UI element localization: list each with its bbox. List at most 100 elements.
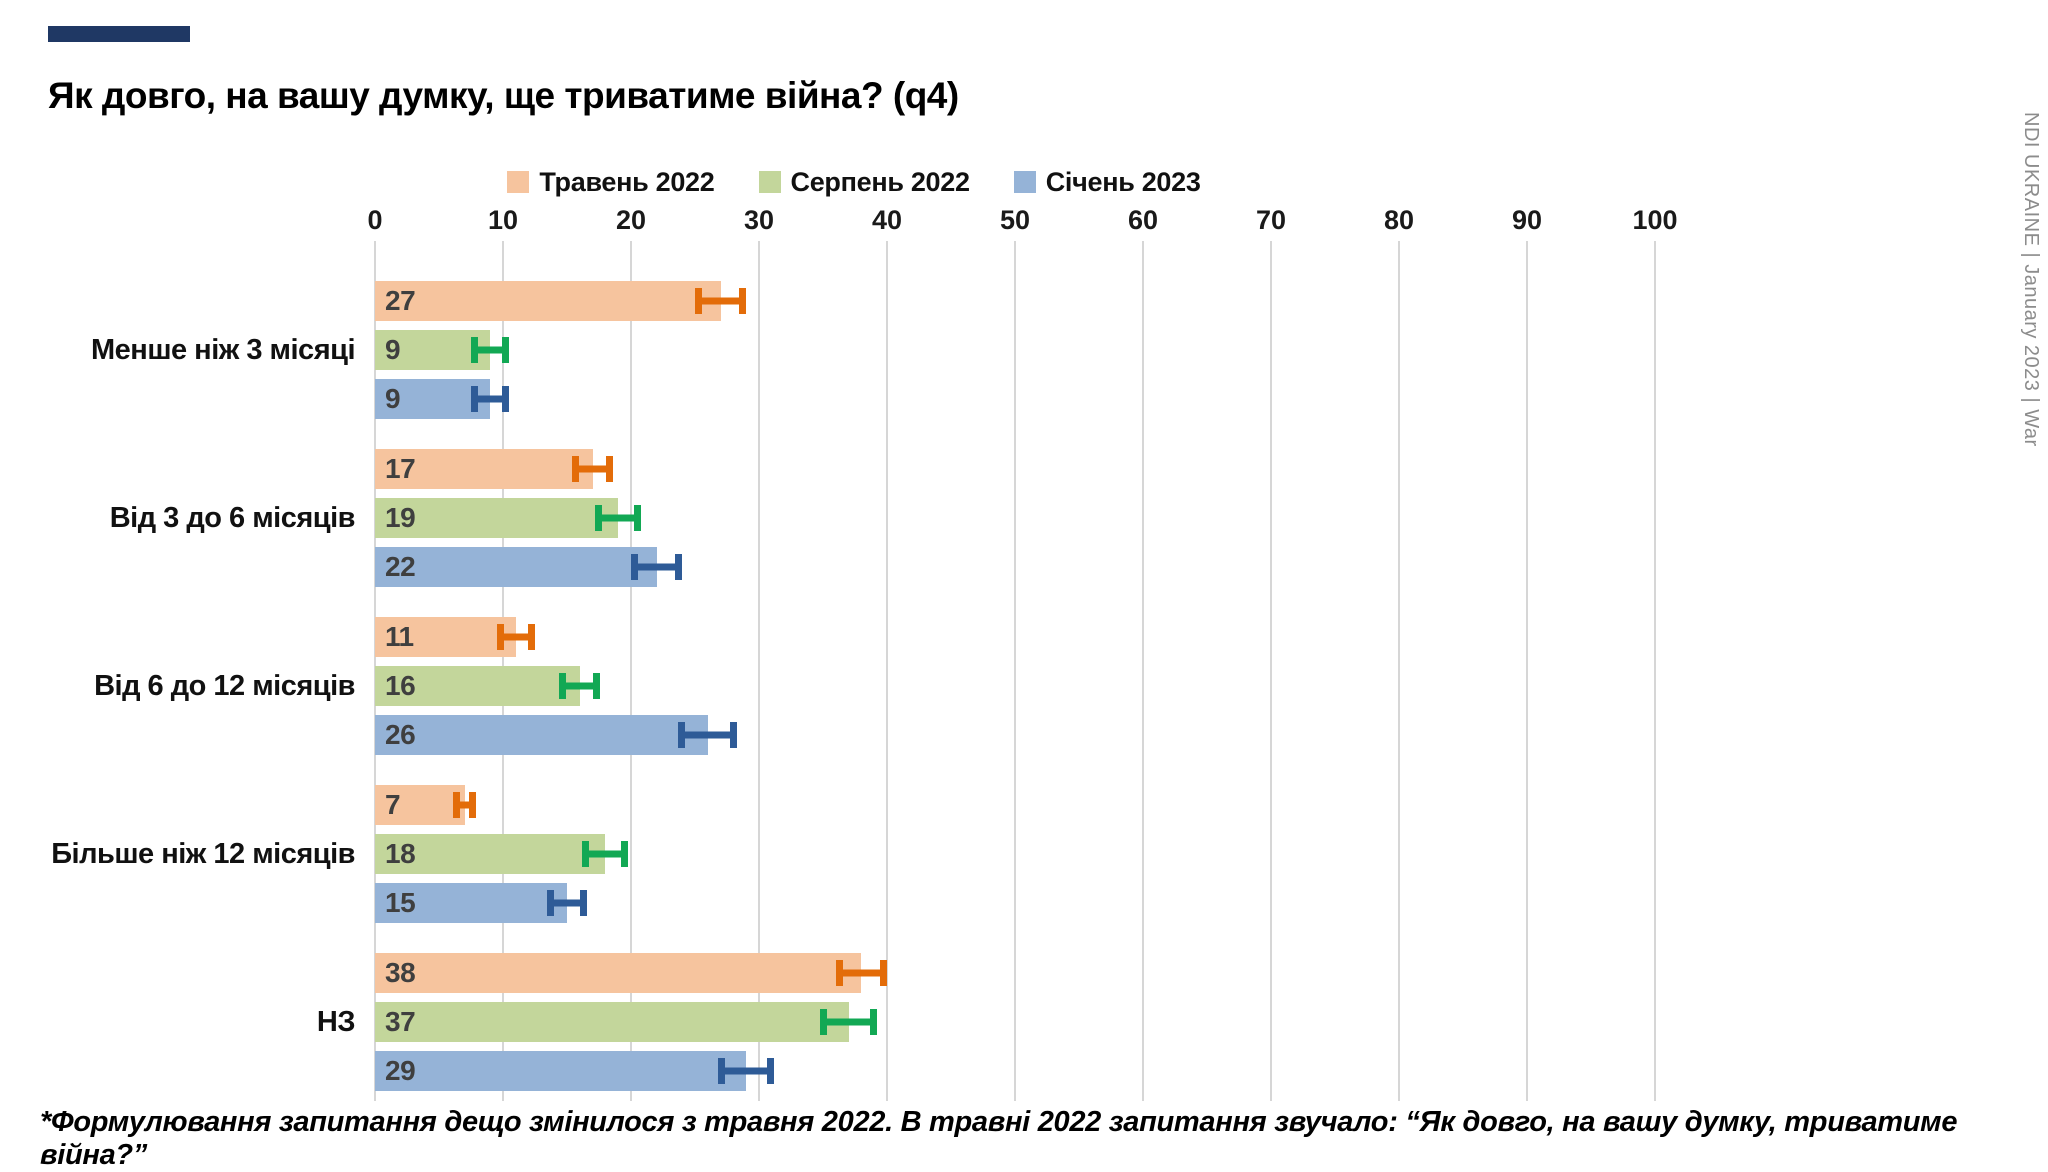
error-bar [471,337,510,363]
tick-label: 70 [1255,205,1287,235]
error-bar-line [718,1067,775,1075]
error-bar-cap [502,337,510,363]
error-bar-cap [546,890,554,916]
value-label: 7 [385,789,401,820]
error-bar-line [835,969,887,977]
error-bar-line [546,899,588,907]
bar-row: 37 [375,1002,1655,1042]
value-label: 26 [385,719,416,750]
bar-row: 29 [375,1051,1655,1091]
bar: 15 [375,883,567,923]
gridline [1526,241,1528,1101]
bar-row: 22 [375,547,1655,587]
tick-label: 90 [1511,205,1543,235]
error-bar-line [559,682,601,690]
bar-rows: 38 37 29 [375,953,1655,1091]
bar-group: Від 3 до 6 місяців 17 19 22 [48,449,1660,587]
footnote: *Формулювання запитання дещо змінилося з… [40,1106,1958,1171]
error-bar-cap [767,1058,775,1084]
category-label: Від 3 до 6 місяців [109,501,356,534]
bar-group: Більше ніж 12 місяців 7 18 15 [48,785,1660,923]
legend-label: Січень 2023 [1045,166,1201,197]
error-bar-cap [739,288,747,314]
bar: 18 [375,834,606,874]
error-bar [595,505,642,531]
error-bar-line [471,346,510,354]
legend-label: Травень 2022 [539,166,715,197]
bar: 29 [375,1051,747,1091]
error-bar-cap [820,1009,828,1035]
error-bar-cap [453,792,461,818]
bar-row: 18 [375,834,1655,874]
category-label: Від 6 до 12 місяців [94,669,355,702]
legend-swatch [1013,171,1036,193]
bar-group: Від 6 до 12 місяців 11 16 26 [48,617,1660,755]
value-label: 19 [385,502,416,533]
bar: 26 [375,715,708,755]
tick-label: 80 [1383,205,1415,235]
tick-label: 100 [1632,205,1678,235]
value-label: 17 [385,453,416,484]
plot-area: Менше ніж 3 місяці 27 9 9 Від 3 до 6 місяців… [48,241,1660,1101]
value-label: 37 [385,1006,416,1037]
bar: 22 [375,547,657,587]
error-bar [718,1058,775,1084]
error-bar-cap [606,456,614,482]
error-bar-cap [835,960,843,986]
error-bar-cap [718,1058,726,1084]
error-bar-cap [572,456,580,482]
bar: 11 [375,617,516,657]
error-bar [559,673,601,699]
error-bar-line [820,1018,877,1026]
error-bar-cap [559,673,567,699]
error-bar-cap [595,505,603,531]
error-bar-cap [496,624,504,650]
value-label: 9 [385,383,401,414]
legend-item: Серпень 2022 [758,167,970,198]
legend-swatch [507,171,530,193]
error-bar [820,1009,877,1035]
legend-swatch [758,171,781,193]
error-bar-line [471,395,510,403]
error-bar-cap [580,890,588,916]
bar: 7 [375,785,465,825]
error-bar-line [631,563,683,571]
bar-row: 15 [375,883,1655,923]
bar-row: 7 [375,785,1655,825]
bar: 9 [375,379,491,419]
error-bar [695,288,747,314]
value-label: 15 [385,887,416,918]
bar-row: 9 [375,379,1655,419]
error-bar-line [572,465,614,473]
error-bar-cap [695,288,702,314]
value-label: 29 [385,1055,416,1086]
tick-label: 20 [615,205,647,235]
tick-label: 50 [999,205,1031,235]
error-bar-line [695,297,747,305]
error-bar-cap [869,1009,877,1035]
accent-bar [48,26,190,42]
bar-row: 38 [375,953,1655,993]
error-bar-line [595,514,642,522]
error-bar [582,841,629,867]
tick-label: 60 [1127,205,1159,235]
plot-groups: Менше ніж 3 місяці 27 9 9 Від 3 до 6 місяців… [48,281,1660,1091]
sidebar-caption: NDI UKRAINE | January 2023 | War [2020,112,2042,447]
error-bar-cap [675,554,683,580]
gridline [1014,241,1016,1101]
error-bar [471,386,510,412]
category-label: НЗ [316,1005,356,1038]
bar: 19 [375,498,619,538]
error-bar-line [453,801,477,809]
error-bar [835,960,887,986]
error-bar-cap [471,337,478,363]
error-bar-line [496,633,535,641]
legend-item: Травень 2022 [507,166,715,198]
error-bar [453,792,477,818]
error-bar-cap [502,386,510,412]
bar-row: 19 [375,498,1655,538]
bar-row: 26 [375,715,1655,755]
gridline [1270,241,1272,1101]
bar: 37 [375,1002,849,1042]
error-bar-cap [582,841,590,867]
